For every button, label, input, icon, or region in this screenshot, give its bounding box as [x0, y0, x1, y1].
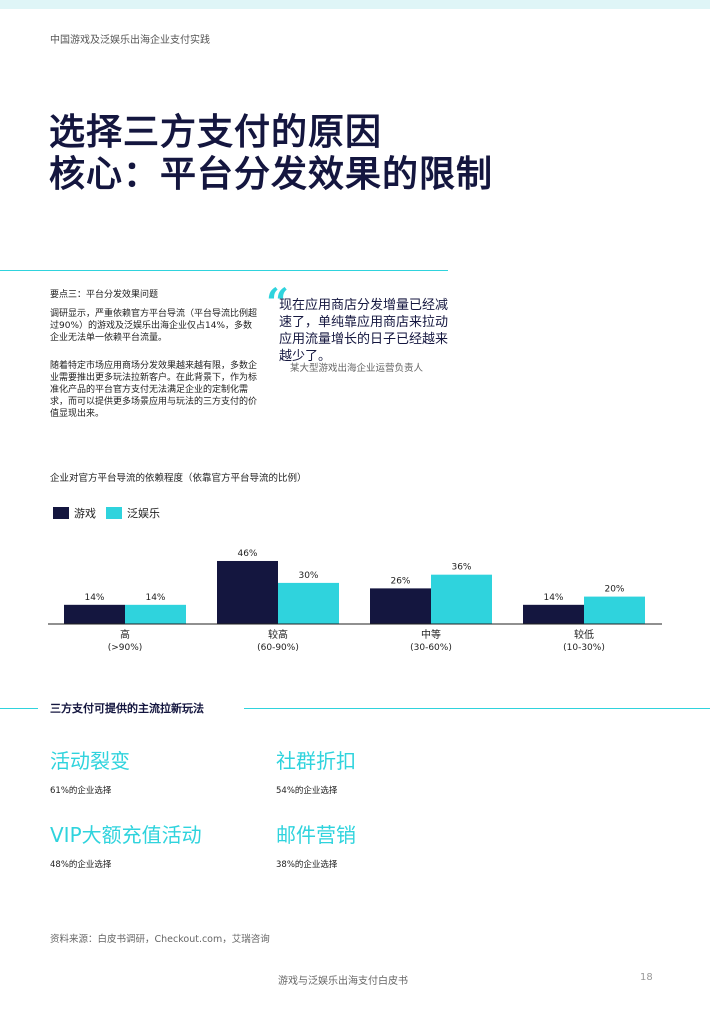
bar-label-1-2: 36% — [451, 563, 471, 573]
keypoint-paragraph-1: 调研显示，严重依赖官方平台导流（平台导流比例超过90%）的游戏及泛娱乐出海企业仅… — [50, 309, 258, 343]
category-range-3: (10-30%) — [563, 643, 605, 653]
bar-0-2 — [370, 588, 431, 624]
keypoint-paragraph-2: 随着特定市场应用商场分发效果越来越有限，多数企业需要推出更多玩法拉新客户。在此背… — [50, 361, 258, 419]
legend-item-entertainment: 泛娱乐 — [106, 505, 160, 521]
bar-1-3 — [584, 596, 645, 624]
legend-label-entertainment: 泛娱乐 — [127, 507, 160, 520]
legend-label-game: 游戏 — [74, 507, 96, 520]
legend-swatch-entertainment — [106, 507, 122, 519]
bar-chart: 14% 14% 高 (>90%) 46% 30% 较高 (60-90%) 26% 36% 中等 (30… — [48, 549, 662, 653]
bar-label-1-1: 30% — [298, 571, 318, 581]
play-pct-vip-recharge: 48%的企业选择 — [50, 860, 112, 870]
bar-0-3 — [523, 604, 584, 624]
divider-section-right — [244, 708, 710, 709]
bar-label-1-0: 14% — [145, 593, 165, 603]
divider-section-left — [0, 708, 38, 709]
quote-text: 现在应用商店分发增量已经减速了，单纯靠应用商店来拉动应用流量增长的日子已经越来越… — [279, 298, 449, 364]
legend-swatch-game — [53, 507, 69, 519]
category-range-1: (60-90%) — [257, 643, 299, 653]
bar-0-0 — [64, 604, 125, 624]
play-name-viral: 活动裂变 — [50, 749, 130, 773]
plays-section-title: 三方支付可提供的主流拉新玩法 — [50, 702, 204, 715]
bar-label-0-0: 14% — [84, 593, 104, 603]
category-label-2: 中等 — [421, 628, 441, 641]
play-name-vip-recharge: VIP大额充值活动 — [50, 823, 202, 847]
quote-mark-icon: “ — [266, 280, 290, 327]
bar-1-0 — [125, 604, 186, 624]
category-range-2: (30-60%) — [410, 643, 452, 653]
chart-title: 企业对官方平台导流的依赖程度（依靠官方平台导流的比例） — [50, 473, 307, 484]
bar-1-2 — [431, 574, 492, 624]
top-accent-bar — [0, 0, 710, 9]
play-pct-email-marketing: 38%的企业选择 — [276, 860, 338, 870]
category-label-0: 高 — [120, 628, 130, 641]
report-header: 中国游戏及泛娱乐出海企业支付实践 — [50, 35, 210, 46]
title-line-1: 选择三方支付的原因 — [49, 112, 383, 153]
bar-1-1 — [278, 582, 339, 624]
footer-title: 游戏与泛娱乐出海支付白皮书 — [278, 976, 408, 987]
keypoint-title: 要点三：平台分发效果问题 — [50, 290, 159, 300]
category-label-1: 较高 — [268, 628, 288, 641]
source-note: 资料来源：白皮书调研，Checkout.com，艾瑞咨询 — [50, 934, 270, 945]
bar-label-0-2: 26% — [390, 576, 410, 586]
title-line-2: 核心：平台分发效果的限制 — [49, 154, 494, 195]
play-pct-community-discount: 54%的企业选择 — [276, 786, 338, 796]
bar-label-0-1: 46% — [237, 549, 257, 559]
page-number: 18 — [640, 972, 653, 983]
play-name-email-marketing: 邮件营销 — [276, 823, 356, 847]
bar-0-1 — [217, 560, 278, 624]
legend-item-game: 游戏 — [53, 505, 96, 521]
divider-top — [0, 270, 448, 271]
play-pct-viral: 61%的企业选择 — [50, 786, 112, 796]
quote-attribution: 某大型游戏出海企业运营负责人 — [290, 363, 424, 374]
category-label-3: 较低 — [574, 628, 594, 641]
page-title: 选择三方支付的原因 核心：平台分发效果的限制 — [49, 112, 493, 196]
category-range-0: (>90%) — [108, 643, 143, 653]
bar-label-0-3: 14% — [543, 593, 563, 603]
play-name-community-discount: 社群折扣 — [276, 749, 356, 773]
bar-label-1-3: 20% — [604, 585, 624, 595]
chart-legend: 游戏 泛娱乐 — [53, 505, 170, 521]
